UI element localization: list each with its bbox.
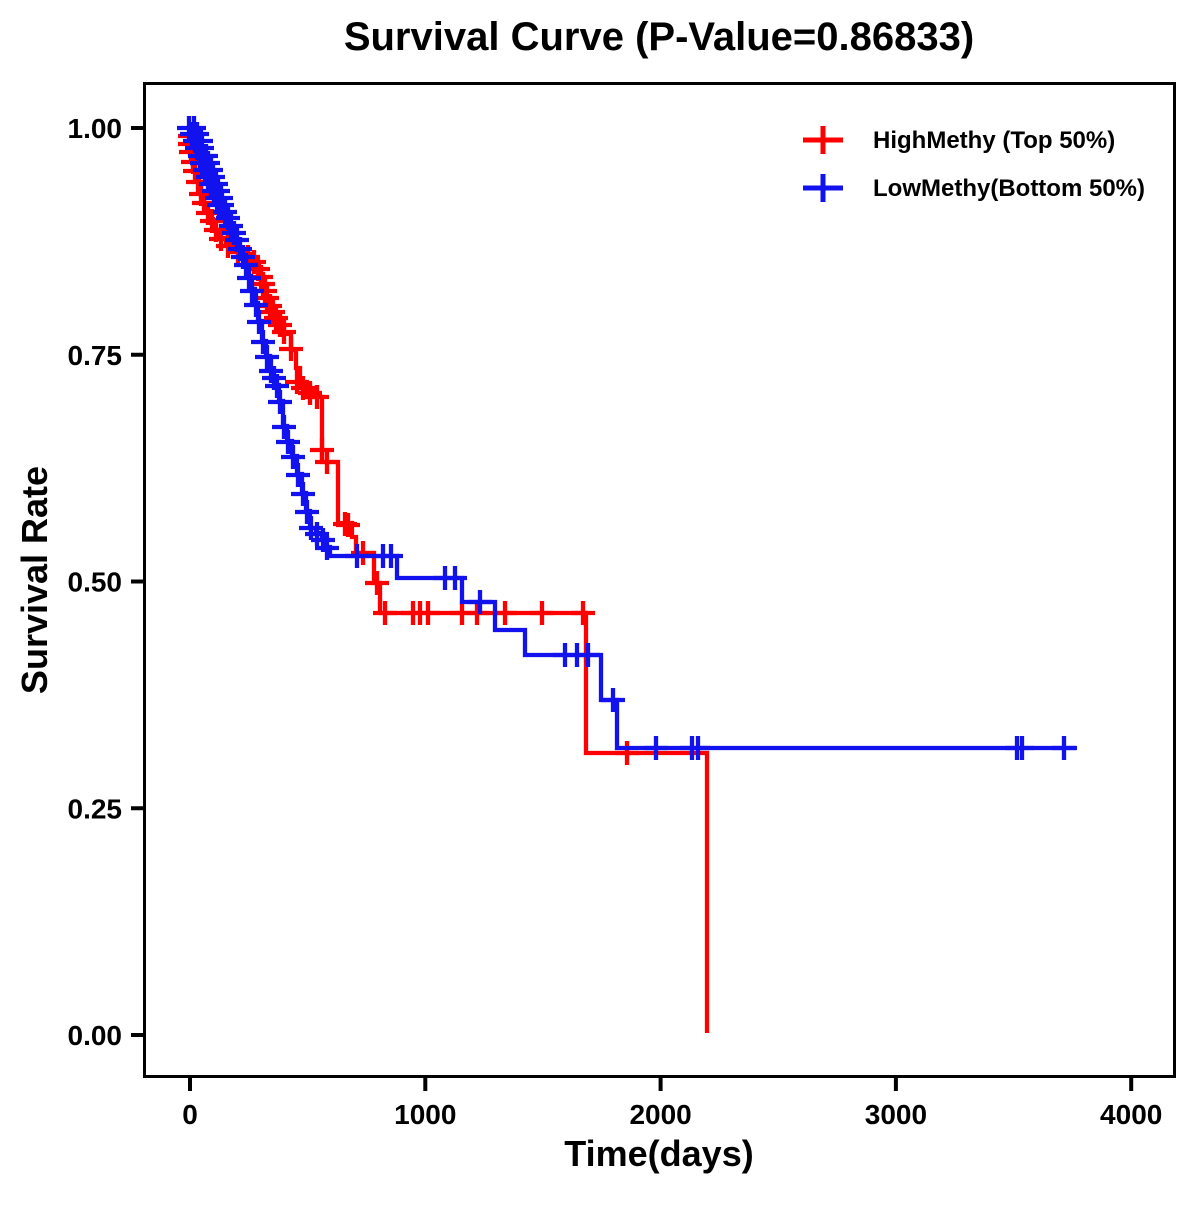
svg-text:0.25: 0.25 (68, 793, 123, 824)
svg-text:2000: 2000 (629, 1099, 691, 1130)
svg-text:Survival Curve (P-Value=0.8683: Survival Curve (P-Value=0.86833) (344, 15, 974, 59)
svg-text:0: 0 (182, 1099, 198, 1130)
svg-text:Survival Rate: Survival Rate (14, 466, 55, 694)
svg-text:1.00: 1.00 (68, 113, 123, 144)
svg-text:1000: 1000 (394, 1099, 456, 1130)
svg-text:HighMethy (Top 50%): HighMethy (Top 50%) (873, 127, 1115, 154)
svg-text:0.00: 0.00 (68, 1020, 123, 1051)
svg-text:3000: 3000 (865, 1099, 927, 1130)
svg-text:0.50: 0.50 (68, 567, 123, 598)
svg-text:LowMethy(Bottom 50%): LowMethy(Bottom 50%) (873, 175, 1145, 202)
svg-text:0.75: 0.75 (68, 340, 123, 371)
svg-text:Time(days): Time(days) (564, 1133, 753, 1174)
svg-text:4000: 4000 (1100, 1099, 1162, 1130)
